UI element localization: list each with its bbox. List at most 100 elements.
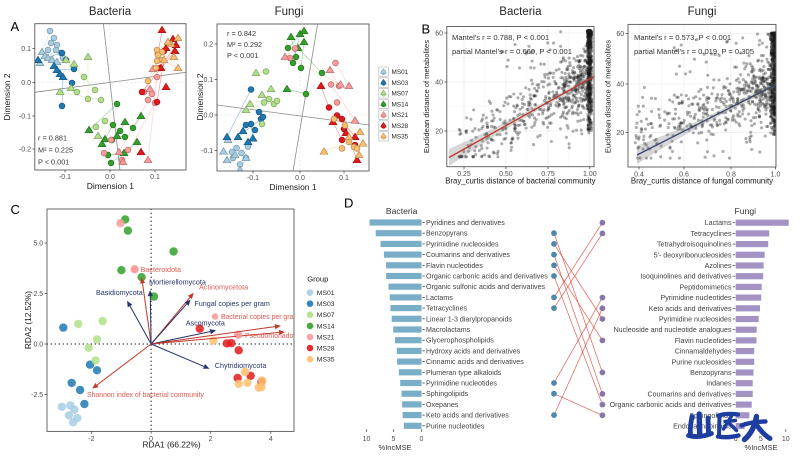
svg-text:Pyrimidine nucleosides: Pyrimidine nucleosides [426, 240, 499, 248]
svg-text:0.1: 0.1 [339, 175, 349, 182]
svg-text:60: 60 [435, 30, 443, 37]
svg-text:MS01: MS01 [392, 69, 409, 76]
svg-text:D: D [344, 196, 353, 211]
svg-text:Dimension 2: Dimension 2 [2, 73, 12, 121]
svg-text:MS03: MS03 [317, 301, 335, 308]
svg-text:Plumeran type alkaloids: Plumeran type alkaloids [426, 369, 502, 377]
svg-text:2.5: 2.5 [33, 291, 43, 298]
svg-text:P < 0.001: P < 0.001 [38, 158, 69, 167]
svg-text:Macrolactams: Macrolactams [426, 326, 471, 334]
svg-text:2: 2 [209, 436, 213, 443]
svg-text:Bacteria: Bacteria [499, 6, 542, 18]
svg-text:-0.1: -0.1 [247, 175, 259, 182]
svg-text:Organic carbonic acids and der: Organic carbonic acids and derivatives [610, 401, 732, 409]
svg-text:Dimension 1: Dimension 1 [269, 182, 317, 192]
svg-text:10: 10 [782, 436, 790, 443]
svg-text:0.75: 0.75 [541, 171, 555, 178]
svg-text:0.8: 0.8 [726, 172, 736, 179]
svg-text:Lactams: Lactams [426, 294, 453, 302]
svg-text:Coumarins and derivatives: Coumarins and derivatives [426, 251, 510, 259]
svg-text:Keto acids and derivatives: Keto acids and derivatives [426, 412, 509, 420]
svg-text:-0.1: -0.1 [59, 174, 71, 181]
svg-text:5.0: 5.0 [33, 240, 43, 247]
svg-text:MS01: MS01 [317, 290, 335, 297]
svg-text:0.1: 0.1 [203, 77, 213, 84]
svg-text:Sphingolipids: Sphingolipids [426, 390, 469, 398]
svg-text:Pseudomonadota: Pseudomonadota [245, 333, 299, 340]
svg-text:MS21: MS21 [317, 334, 335, 341]
svg-text:MS28: MS28 [317, 346, 335, 353]
svg-text:M² = 0.225: M² = 0.225 [38, 146, 73, 155]
svg-text:0.4: 0.4 [634, 172, 644, 179]
svg-text:Fungi: Fungi [688, 6, 717, 18]
svg-text:Organic sulfonic acids and der: Organic sulfonic acids and derivatives [426, 283, 546, 291]
svg-text:Dimension 1: Dimension 1 [87, 181, 135, 191]
svg-text:MS28: MS28 [392, 123, 409, 130]
svg-text:1.00: 1.00 [583, 171, 597, 178]
svg-text:0.0: 0.0 [105, 174, 115, 181]
svg-text:Bacteroidota: Bacteroidota [141, 265, 181, 274]
svg-text:Bray_curtis distance of bacter: Bray_curtis distance of bacterial commun… [445, 177, 595, 186]
svg-text:Euclidean distance of metaboli: Euclidean distance of metabolites [422, 40, 431, 153]
svg-text:0.50: 0.50 [499, 171, 513, 178]
svg-text:-2.5: -2.5 [31, 392, 43, 399]
svg-text:Purine nucleotides: Purine nucleotides [426, 422, 485, 430]
svg-text:MS07: MS07 [317, 312, 335, 319]
svg-text:60: 60 [616, 31, 624, 38]
svg-text:C: C [11, 202, 20, 217]
svg-text:MS07: MS07 [392, 91, 409, 98]
svg-text:Cinnamic acids and derivatives: Cinnamic acids and derivatives [426, 358, 524, 366]
svg-text:Pyrimidine nucleotides: Pyrimidine nucleotides [426, 380, 497, 388]
svg-text:r = 0.881: r = 0.881 [38, 134, 67, 143]
svg-text:Keto acids and derivatives: Keto acids and derivatives [649, 305, 732, 313]
svg-text:4: 4 [269, 436, 273, 443]
svg-text:Peptidomimetics: Peptidomimetics [679, 283, 731, 291]
svg-text:partial Mantel's r = 0.660, P: partial Mantel's r = 0.660, P < 0.001 [452, 47, 572, 56]
svg-text:Benzopyrans: Benzopyrans [690, 369, 732, 377]
svg-text:B: B [422, 22, 431, 37]
svg-text:Azolines: Azolines [705, 262, 732, 270]
svg-text:Tetrahydroisoquinolines: Tetrahydroisoquinolines [657, 241, 732, 249]
svg-text:Group: Group [307, 275, 328, 284]
svg-text:MS14: MS14 [317, 323, 335, 330]
svg-text:Tetracyclines: Tetracyclines [691, 230, 732, 238]
svg-text:Tetracyclines: Tetracyclines [426, 305, 467, 313]
svg-text:Fungi: Fungi [275, 6, 304, 18]
svg-text:20: 20 [435, 128, 443, 135]
svg-text:Organic carbonic acids and der: Organic carbonic acids and derivatives [426, 273, 548, 281]
svg-text:MS14: MS14 [392, 101, 409, 108]
svg-text:Indanes: Indanes [706, 380, 732, 388]
svg-text:0.1: 0.1 [21, 46, 31, 53]
svg-text:MS21: MS21 [392, 112, 409, 119]
svg-text:Bray_curtis distance of fungal: Bray_curtis distance of fungal community [631, 177, 773, 186]
svg-text:Pyrimidine nucleosides: Pyrimidine nucleosides [659, 316, 732, 324]
svg-text:Mantel's r = 0.788, P < 0.001: Mantel's r = 0.788, P < 0.001 [452, 33, 549, 42]
svg-text:Dimension 2: Dimension 2 [195, 73, 205, 121]
svg-text:M² = 0.292: M² = 0.292 [227, 40, 262, 49]
svg-text:RDA2 (12.52%): RDA2 (12.52%) [23, 291, 33, 349]
svg-text:Linear 1-3 diarylpropanoids: Linear 1-3 diarylpropanoids [426, 315, 512, 323]
svg-text:-0.1: -0.1 [201, 148, 213, 155]
svg-text:0.25: 0.25 [457, 171, 471, 178]
svg-text:RDA1 (66.22%): RDA1 (66.22%) [143, 439, 201, 449]
svg-text:0: 0 [149, 436, 153, 443]
svg-text:Glycerophospholipids: Glycerophospholipids [426, 337, 494, 345]
svg-text:Isoquinolines and derivatives: Isoquinolines and derivatives [640, 273, 732, 281]
svg-text:0.6: 0.6 [679, 172, 689, 179]
svg-text:Bacterial copies per gram: Bacterial copies per gram [221, 314, 299, 321]
svg-text:Coumarins and derivatives: Coumarins and derivatives [648, 390, 732, 398]
svg-text:0.2: 0.2 [203, 41, 213, 48]
svg-text:Shannon index of bacterial com: Shannon index of bacterial community [87, 392, 204, 399]
svg-text:Fungi: Fungi [735, 206, 757, 216]
svg-text:0.0: 0.0 [295, 175, 305, 182]
svg-text:0.0: 0.0 [33, 341, 43, 348]
svg-text:5: 5 [391, 436, 395, 443]
svg-text:10: 10 [363, 436, 371, 443]
svg-text:5'- deoxyribonucleosides: 5'- deoxyribonucleosides [654, 251, 732, 259]
svg-text:Nucleoside and nucleotide anal: Nucleoside and nucleotide analogues [614, 326, 732, 334]
svg-text:Benzopyrans: Benzopyrans [426, 230, 468, 238]
svg-text:0.1: 0.1 [150, 174, 160, 181]
svg-text:Chytridiomycota: Chytridiomycota [215, 361, 267, 370]
svg-text:0: 0 [420, 436, 424, 443]
svg-text:Euclidean distance of metaboli: Euclidean distance of metabolites [604, 40, 613, 153]
